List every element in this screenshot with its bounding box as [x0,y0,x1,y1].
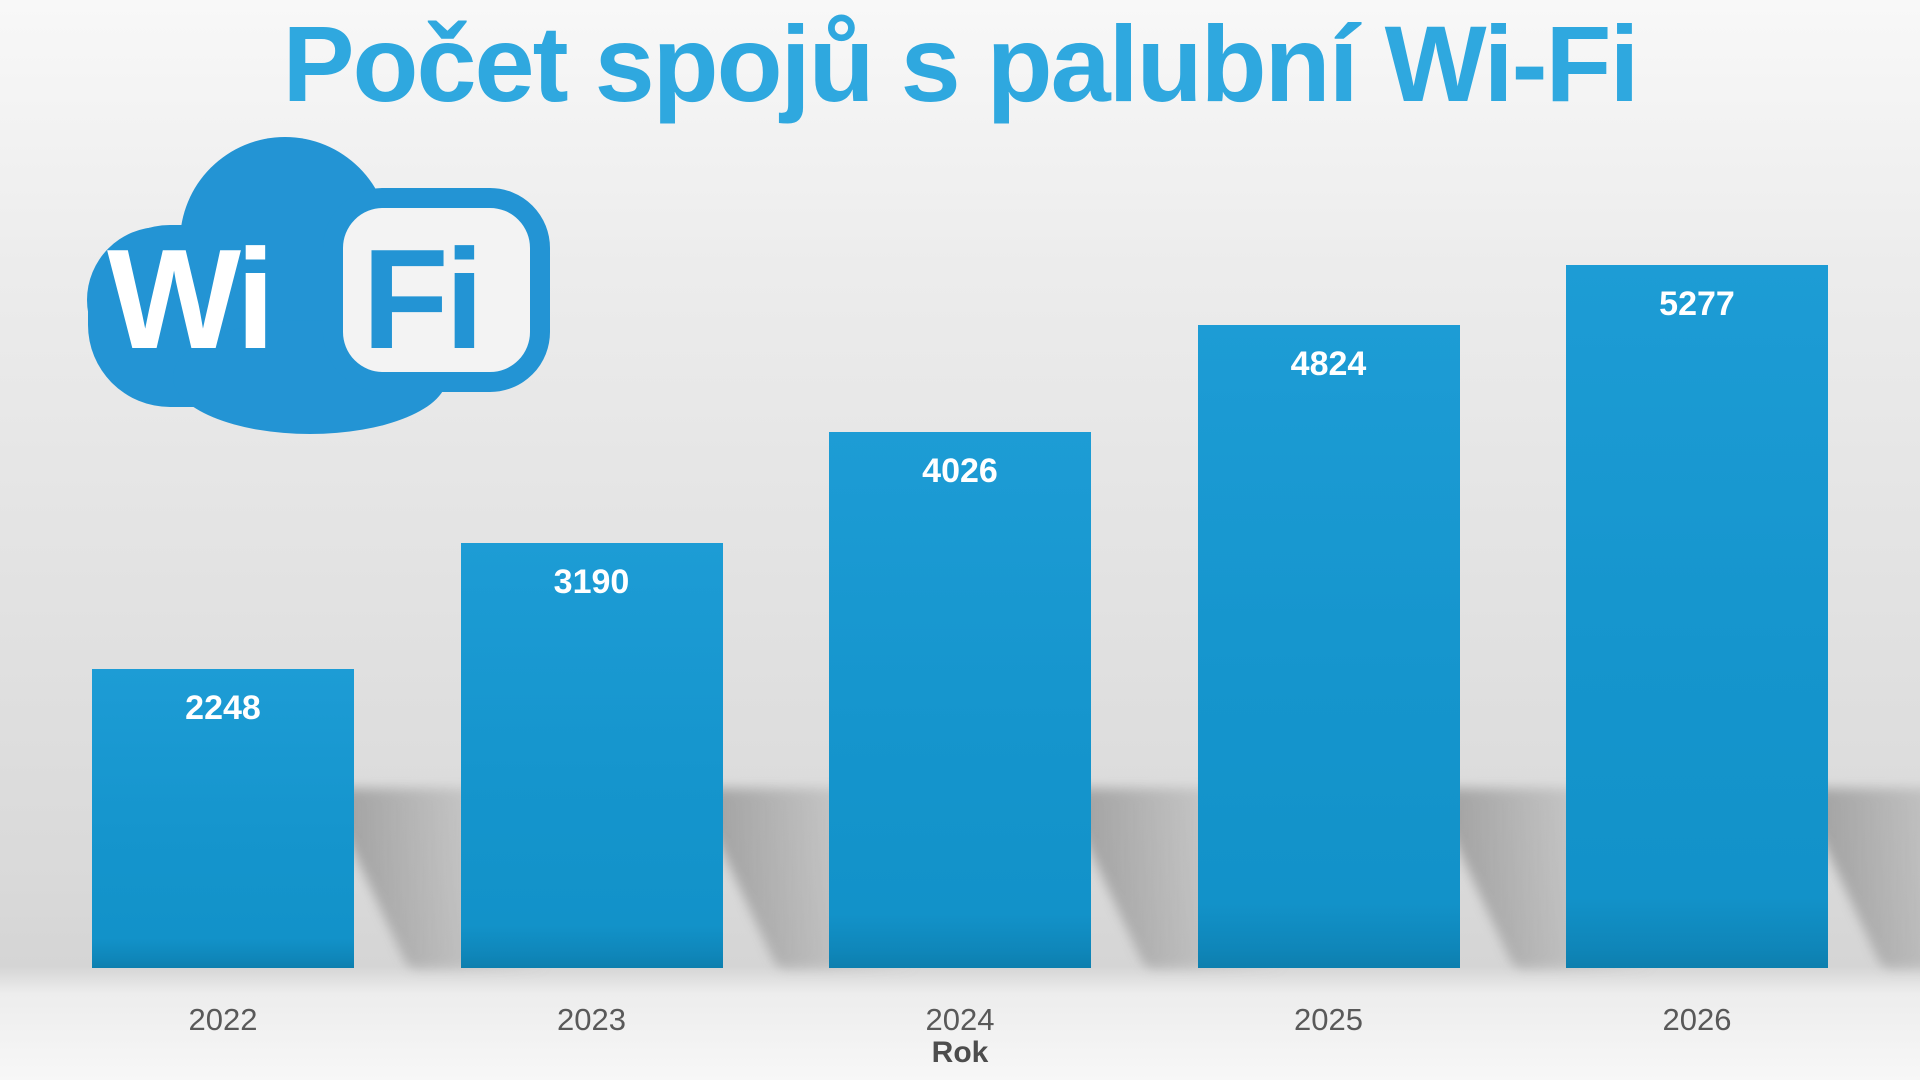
wifi-logo-fi-text: Fi [362,220,480,379]
fi-box [323,188,550,392]
bar-2025: 4824 [1197,325,1460,968]
wifi-logo-wi-text: Wi [107,220,271,379]
bar-value-label: 5277 [1659,285,1735,323]
x-axis-title: Rok [931,1036,989,1069]
bar-value-label: 4026 [922,452,998,490]
bar-value-label: 2248 [185,689,261,727]
wifi-logo: Wi Fi [85,130,555,450]
tick-label: 2025 [1294,1002,1363,1037]
bar-value-label: 3190 [553,563,630,601]
wifi-cloud-icon: Wi Fi [87,137,550,434]
bar-2023: 3190 [460,543,723,968]
tick-label: 2026 [1662,1002,1732,1037]
tick-label: 2024 [925,1002,995,1037]
bar-2024: 4026 [829,432,1091,968]
bar-value-label: 4824 [1290,345,1367,383]
chart-title: Počet spojů s palubní Wi-Fi [282,3,1639,124]
bar-2022: 2248 [92,669,354,968]
bar-2026: 5277 [1566,265,1828,968]
tick-label: 2022 [188,1002,258,1037]
tick-label: 2023 [557,1002,626,1037]
